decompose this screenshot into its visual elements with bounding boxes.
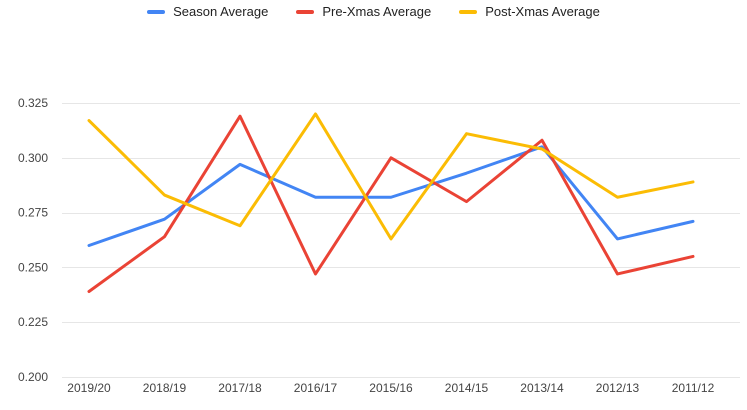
series-line-season-average[interactable] bbox=[87, 145, 695, 247]
y-axis-tick-label: 0.325 bbox=[18, 96, 48, 110]
series-line-post-xmas-average[interactable] bbox=[87, 112, 695, 241]
x-axis-tick-label: 2017/18 bbox=[218, 381, 262, 395]
y-axis-tick-label: 0.275 bbox=[18, 206, 48, 220]
x-axis-tick-label: 2018/19 bbox=[143, 381, 187, 395]
x-axis-tick-label: 2014/15 bbox=[445, 381, 489, 395]
x-axis-tick-label: 2016/17 bbox=[294, 381, 338, 395]
y-axis-tick-label: 0.250 bbox=[18, 260, 48, 274]
y-axis-tick-label: 0.225 bbox=[18, 315, 48, 329]
x-axis-tick-label: 2012/13 bbox=[596, 381, 640, 395]
y-axis-tick-label: 0.200 bbox=[18, 370, 48, 384]
series-line-pre-xmas-average[interactable] bbox=[87, 114, 695, 294]
x-axis-tick-label: 2013/14 bbox=[520, 381, 564, 395]
x-axis-tick-label: 2011/12 bbox=[672, 381, 715, 395]
y-axis-tick-label: 0.300 bbox=[18, 151, 48, 165]
x-axis-tick-label: 2019/20 bbox=[67, 381, 111, 395]
x-axis-tick-label: 2015/16 bbox=[369, 381, 413, 395]
